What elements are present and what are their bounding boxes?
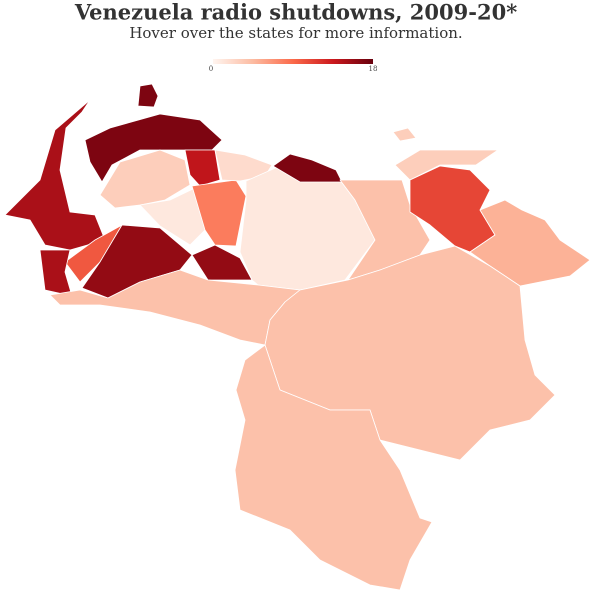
legend-min: 0 [209, 65, 213, 73]
state[interactable] [234, 344, 433, 591]
state[interactable] [137, 83, 159, 108]
state[interactable] [469, 199, 591, 287]
subtitle: Hover over the states for more informati… [129, 24, 462, 42]
legend-max: 18 [369, 65, 378, 73]
state[interactable] [191, 179, 247, 247]
state[interactable] [4, 99, 106, 251]
state[interactable] [39, 249, 73, 297]
state[interactable] [272, 153, 343, 183]
title: Venezuela radio shutdowns, 2009-20* [74, 0, 517, 25]
state[interactable] [99, 149, 191, 209]
state[interactable] [191, 244, 253, 281]
state[interactable] [392, 127, 417, 142]
legend-gradient [213, 59, 373, 64]
state[interactable] [184, 149, 221, 187]
